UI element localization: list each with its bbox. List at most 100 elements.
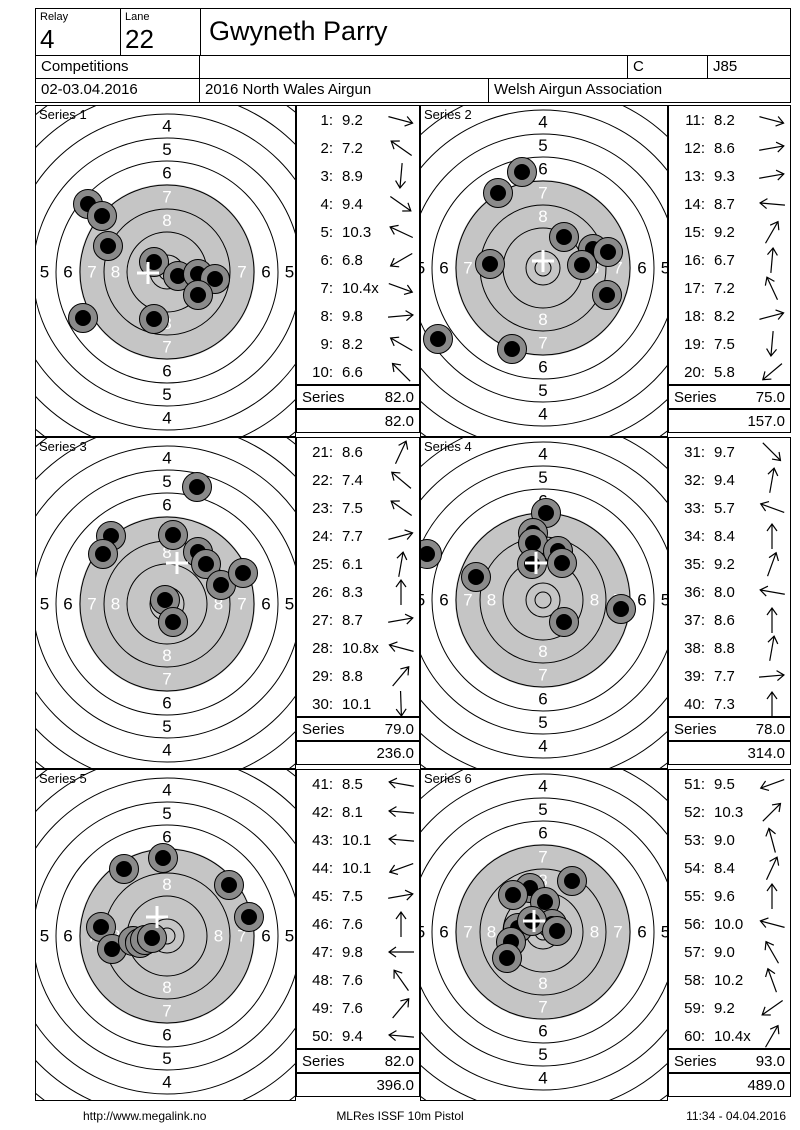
shot-row: 15: 9.2 bbox=[669, 218, 790, 246]
shot-number: 39: bbox=[684, 667, 705, 685]
shot-direction-arrow bbox=[385, 246, 417, 274]
ring-number: 5 bbox=[661, 923, 667, 942]
target-panel-5: 44445555666677778888Series 5 bbox=[35, 769, 296, 1101]
shot-number: 22: bbox=[312, 471, 333, 489]
series-title: Series 2 bbox=[424, 107, 472, 122]
running-total-row: 396.0 bbox=[296, 1073, 420, 1097]
ring-circle bbox=[55, 160, 279, 384]
shot-row: 18: 8.2 bbox=[669, 302, 790, 330]
ring-number: 6 bbox=[439, 923, 448, 942]
ring-number: 8 bbox=[538, 310, 547, 329]
ring-circle bbox=[36, 801, 295, 1071]
footer-url: http://www.megalink.no bbox=[83, 1109, 207, 1123]
shot-number: 60: bbox=[684, 1027, 705, 1045]
ring-number: 5 bbox=[162, 472, 171, 491]
ring-number: 4 bbox=[162, 781, 171, 800]
shot-direction-arrow bbox=[756, 496, 788, 521]
series-total-label: Series bbox=[302, 388, 345, 406]
running-total-row: 82.0 bbox=[296, 409, 420, 433]
shot-value: 9.2 bbox=[714, 999, 735, 1017]
shot-row: 46: 7.6 bbox=[297, 910, 419, 938]
shot-direction-arrow bbox=[756, 305, 787, 328]
shot-direction-arrow bbox=[386, 831, 415, 849]
ring-number: 5 bbox=[162, 140, 171, 159]
shot-row: 24: 7.7 bbox=[297, 522, 419, 550]
ring-circle bbox=[421, 441, 667, 759]
shot-value: 7.6 bbox=[342, 915, 363, 933]
shot-direction-arrow bbox=[388, 436, 414, 468]
ring-number: 5 bbox=[421, 923, 425, 942]
ring-number: 5 bbox=[538, 713, 547, 732]
shot-value: 9.0 bbox=[714, 943, 735, 961]
ring-number: 7 bbox=[237, 595, 246, 614]
shot-value: 8.7 bbox=[714, 195, 735, 213]
shot-value: 9.0 bbox=[714, 831, 735, 849]
shot-row: 27: 8.7 bbox=[297, 606, 419, 634]
ring-number: 5 bbox=[162, 1049, 171, 1068]
shot-hole bbox=[148, 843, 178, 873]
shot-value: 5.7 bbox=[714, 499, 735, 517]
shot-value: 8.6 bbox=[342, 443, 363, 461]
shot-list: 21: 8.6 22: 7.4 23: 7.5 24: 7.7 25: 6.1 26: 8.3 27: 8… bbox=[296, 437, 420, 718]
ring-circle bbox=[421, 465, 667, 735]
ring-number: 7 bbox=[162, 338, 171, 357]
ring-number: 6 bbox=[162, 1026, 171, 1045]
shot-value: 6.6 bbox=[342, 363, 363, 381]
competitions-empty-cell bbox=[199, 55, 628, 79]
ring-number: 4 bbox=[538, 737, 547, 756]
shot-number: 5: bbox=[320, 223, 333, 241]
series-title: Series 1 bbox=[39, 107, 87, 122]
ring-circle bbox=[479, 868, 607, 996]
shot-value: 8.3 bbox=[342, 583, 363, 601]
shot-row: 7: 10.4x bbox=[297, 274, 419, 302]
competition-name-cell: 2016 North Wales Airgun bbox=[199, 78, 489, 103]
shot-value: 7.6 bbox=[342, 971, 363, 989]
ring-circle bbox=[455, 180, 631, 356]
shot-direction-arrow bbox=[385, 856, 417, 881]
shot-hole bbox=[191, 549, 221, 579]
target-panel-3: 44445555666677778888Series 3 bbox=[35, 437, 296, 769]
shot-direction-arrow bbox=[393, 578, 409, 606]
ring-number: 7 bbox=[613, 259, 622, 278]
shot-row: 42: 8.1 bbox=[297, 798, 419, 826]
shot-number: 38: bbox=[684, 639, 705, 657]
mpi-cross bbox=[146, 906, 168, 928]
shot-value: 8.8 bbox=[342, 667, 363, 685]
shot-hole bbox=[421, 539, 442, 569]
ring-number: 6 bbox=[538, 358, 547, 377]
ring-number: 5 bbox=[162, 385, 171, 404]
shot-row: 14: 8.7 bbox=[669, 190, 790, 218]
ring-circle bbox=[36, 777, 295, 1095]
shot-value: 6.1 bbox=[342, 555, 363, 573]
target-panel-1: 44445555666677778888Series 1 bbox=[35, 105, 296, 437]
ring-number: 5 bbox=[285, 595, 294, 614]
ring-circle bbox=[431, 156, 655, 380]
ring-number: 8 bbox=[538, 871, 547, 890]
shot-number: 14: bbox=[684, 195, 705, 213]
shot-direction-arrow bbox=[387, 944, 415, 960]
ring-number: 8 bbox=[487, 591, 496, 610]
shot-value: 10.4x bbox=[714, 1027, 751, 1045]
ring-number: 4 bbox=[162, 1073, 171, 1092]
running-total-value: 82.0 bbox=[384, 412, 414, 430]
shot-direction-arrow bbox=[756, 913, 787, 936]
shot-row: 22: 7.4 bbox=[297, 466, 419, 494]
ring-number: 6 bbox=[162, 828, 171, 847]
ring-number: 7 bbox=[87, 595, 96, 614]
shot-row: 60: 10.4x bbox=[669, 1022, 790, 1050]
running-total-value: 489.0 bbox=[747, 1076, 785, 1094]
shot-hole bbox=[158, 520, 188, 550]
ring-number: 7 bbox=[538, 848, 547, 867]
lane-cell: Lane 22 bbox=[120, 8, 201, 56]
shot-number: 12: bbox=[684, 139, 705, 157]
ring-number: 6 bbox=[162, 164, 171, 183]
shot-number: 33: bbox=[684, 499, 705, 517]
ring-circle bbox=[55, 824, 279, 1048]
shot-hole bbox=[137, 923, 167, 953]
shot-row: 58: 10.2 bbox=[669, 966, 790, 994]
shot-row: 21: 8.6 bbox=[297, 438, 419, 466]
shot-number: 17: bbox=[684, 279, 705, 297]
shot-direction-arrow bbox=[764, 690, 780, 718]
ring-number: 4 bbox=[538, 405, 547, 424]
ring-number: 8 bbox=[162, 543, 171, 562]
